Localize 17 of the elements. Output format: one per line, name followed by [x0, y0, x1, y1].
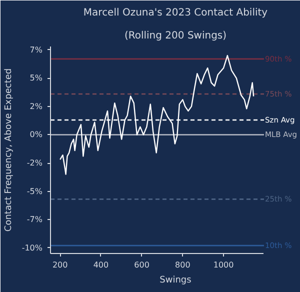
x-tick-label: 800	[175, 260, 190, 270]
y-tick-label: -7%	[26, 215, 43, 224]
x-tick-label: 600	[134, 260, 150, 270]
x-tick-label: 400	[93, 260, 109, 270]
x-tick-label: 1000	[213, 260, 234, 270]
x-axis-title: Swings	[160, 276, 192, 286]
y-tick-label: 0%	[30, 130, 43, 140]
y-axis-title: Contact Frequency, Above Expected	[4, 68, 14, 232]
y-tick-label: -10%	[22, 243, 43, 252]
y-tick-label: -2%	[26, 158, 43, 168]
x-tick-label: 200	[52, 260, 68, 270]
y-tick-label: 7%	[30, 45, 43, 54]
y-tick-label: 5%	[30, 74, 43, 83]
y-tick-label: 2%	[30, 102, 43, 111]
chart-subtitle: (Rolling 200 Swings)	[124, 30, 227, 42]
chart-title: Marcell Ozuna's 2023 Contact Ability	[83, 8, 268, 18]
y-tick-label: -5%	[26, 186, 43, 196]
